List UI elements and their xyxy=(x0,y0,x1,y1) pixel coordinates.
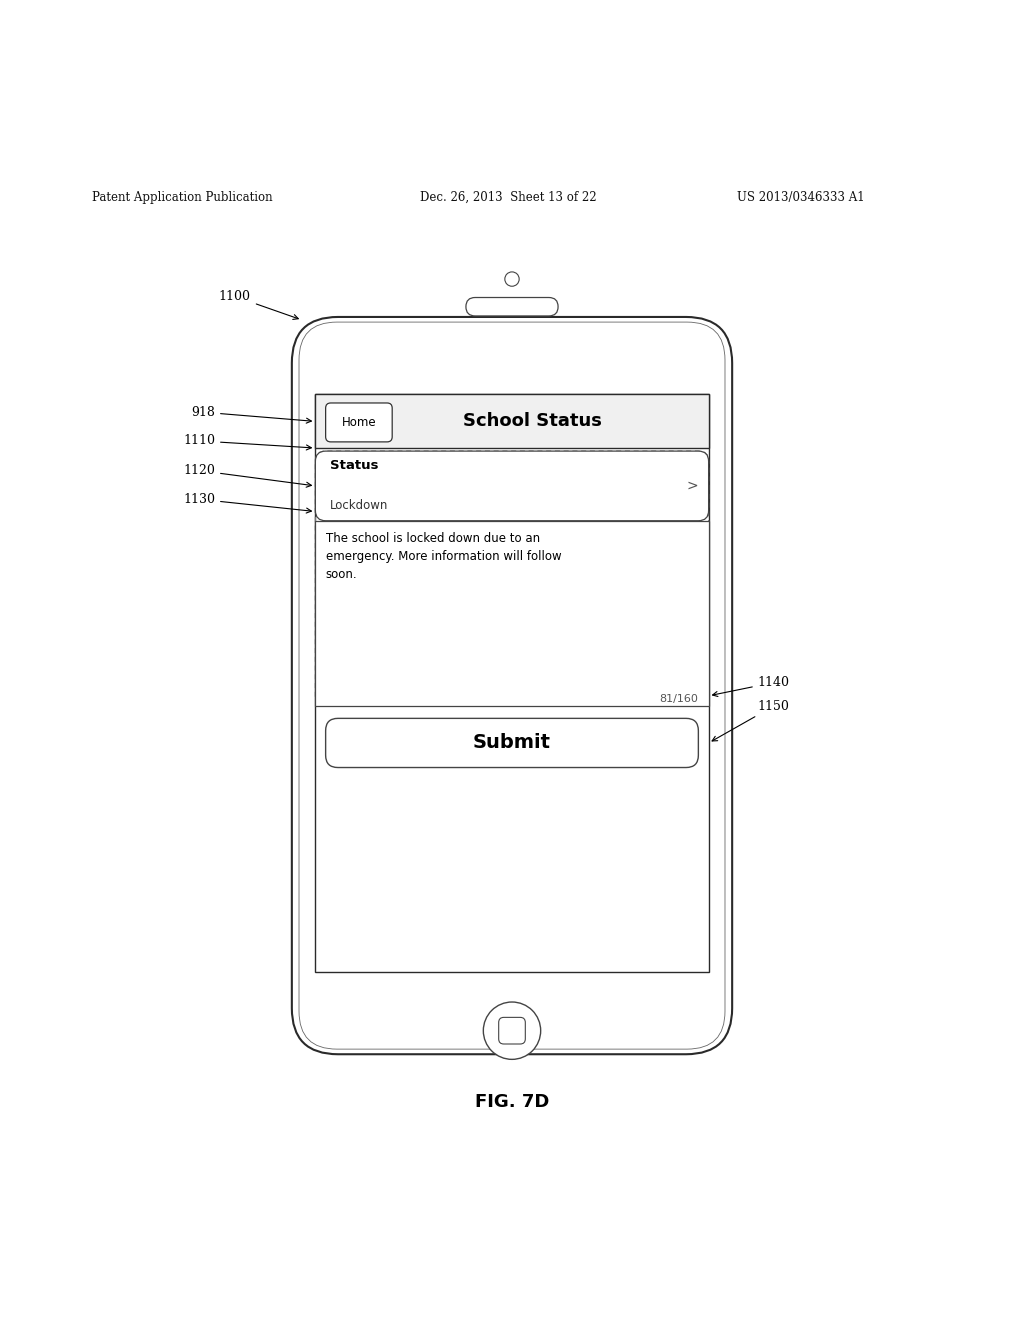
Text: 1140: 1140 xyxy=(713,676,790,697)
Text: 1130: 1130 xyxy=(183,492,311,513)
Text: 918: 918 xyxy=(191,405,311,424)
FancyBboxPatch shape xyxy=(499,1018,525,1044)
Text: School Status: School Status xyxy=(463,412,602,430)
Bar xyxy=(315,393,709,447)
Text: US 2013/0346333 A1: US 2013/0346333 A1 xyxy=(737,190,865,203)
Text: >: > xyxy=(686,479,698,492)
Text: Dec. 26, 2013  Sheet 13 of 22: Dec. 26, 2013 Sheet 13 of 22 xyxy=(420,190,596,203)
Circle shape xyxy=(483,1002,541,1060)
Text: Lockdown: Lockdown xyxy=(330,499,388,512)
Bar xyxy=(315,520,709,706)
Text: Submit: Submit xyxy=(473,734,551,752)
Text: The school is locked down due to an
emergency. More information will follow
soon: The school is locked down due to an emer… xyxy=(326,532,561,581)
FancyBboxPatch shape xyxy=(326,718,698,767)
Text: 1150: 1150 xyxy=(712,700,790,741)
FancyBboxPatch shape xyxy=(466,297,558,315)
Text: FIG. 7D: FIG. 7D xyxy=(475,1093,549,1111)
Text: Patent Application Publication: Patent Application Publication xyxy=(92,190,272,203)
FancyBboxPatch shape xyxy=(292,317,732,1055)
Text: 81/160: 81/160 xyxy=(659,694,698,704)
Text: 1120: 1120 xyxy=(183,465,311,487)
FancyBboxPatch shape xyxy=(315,451,709,520)
Text: 1110: 1110 xyxy=(183,434,311,450)
FancyBboxPatch shape xyxy=(326,403,392,442)
Circle shape xyxy=(505,272,519,286)
Text: Home: Home xyxy=(342,416,376,429)
Bar xyxy=(315,393,709,973)
Text: Status: Status xyxy=(330,459,378,473)
Text: 1100: 1100 xyxy=(219,290,298,319)
